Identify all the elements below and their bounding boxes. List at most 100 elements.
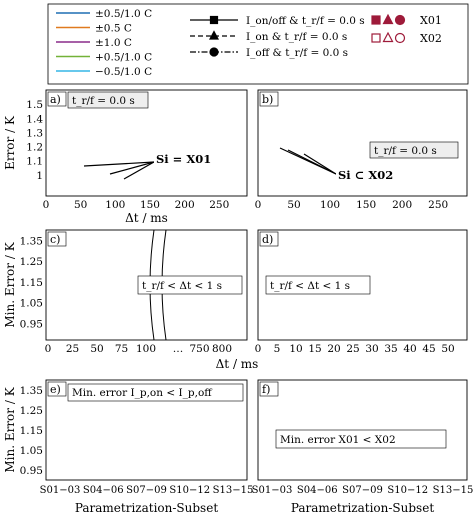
x-tick-label: 30 (365, 343, 378, 355)
legend-marker-label: I_on & t_r/f = 0.0 s (246, 31, 347, 43)
x-tick-label: 0 (255, 343, 262, 355)
category-label: S10−12 (387, 485, 428, 496)
panel-label: c) (50, 233, 60, 246)
x-tick-label: 250 (428, 199, 448, 211)
panel-label-box (259, 381, 279, 397)
legend-x02-marker (394, 32, 406, 44)
category-label: S13−15 (213, 485, 254, 496)
legend-series-label: +0.5/1.0 C (95, 52, 152, 64)
y-tick-label: 1.35 (20, 235, 43, 247)
x-tick-label: 45 (422, 343, 435, 355)
x-tick-label: … (173, 343, 184, 355)
panel-label-box (259, 231, 279, 247)
y-tick-label: 0.95 (20, 318, 43, 330)
y-tick-label: 1.4 (26, 113, 43, 125)
y-tick-label: 1.05 (20, 298, 43, 310)
x-tick-label: 50 (287, 199, 300, 211)
x-tick-label: 0 (43, 199, 50, 211)
legend-x02-label: X02 (420, 32, 442, 45)
range-box (137, 275, 243, 295)
x-tick-label: 0 (255, 199, 262, 211)
panel-label: a) (50, 93, 61, 106)
x-tick-label: 50 (90, 343, 103, 355)
legend-marker-label: I_off & t_r/f = 0.0 s (246, 47, 348, 59)
category-label: S01−03 (40, 485, 81, 496)
x-tick-label: 100 (320, 199, 340, 211)
note-box (67, 383, 244, 402)
callout-line (279, 147, 337, 175)
y-axis-label-c: Min. Error / K (3, 241, 17, 327)
x-tick-label: 10 (289, 343, 302, 355)
x-tick-label: 100 (136, 343, 156, 355)
callout-bg (336, 166, 398, 183)
category-label: S01−03 (252, 485, 293, 496)
category-label: S07−09 (342, 485, 383, 496)
callout-line (123, 161, 155, 180)
range-label: t_r/f < Δt < 1 s (142, 280, 222, 292)
range-box (265, 275, 371, 295)
y-tick-label: 1.3 (26, 127, 43, 139)
y-axis-label-a: Error / K (3, 115, 17, 170)
x-tick-label: 250 (209, 199, 229, 211)
x-axis-label-f: Parametrization-Subset (291, 501, 434, 515)
panel-label: b) (262, 93, 273, 106)
x-tick-label: 15 (308, 343, 321, 355)
y-tick-label: 1 (36, 170, 43, 182)
legend: ±0.5/1.0 C ±0.5 C ±1.0 C +0.5/1.0 C −0.5/1.0… (47, 3, 469, 85)
si-x02-label: Si ⊂ X02 (338, 168, 393, 182)
x-tick-label: 100 (105, 199, 125, 211)
category-label: S07−09 (126, 485, 167, 496)
y-tick-label: 1.1 (26, 156, 43, 168)
trf-label: t_r/f = 0.0 s (72, 95, 135, 107)
legend-x01-marker (394, 14, 406, 26)
panel-b: 0 50 100 150 200 250 b) t_r/f = 0.0 s Si ⊂ X02 (255, 89, 468, 211)
legend-x02-marker (371, 33, 381, 43)
x-tick-label: 35 (384, 343, 397, 355)
x-tick-label: 20 (327, 343, 340, 355)
legend-x02-marker (382, 31, 394, 43)
x-tick-label: 200 (392, 199, 412, 211)
legend-marker (209, 15, 219, 25)
y-tick-label: 1.2 (26, 142, 43, 154)
category-label: S04−06 (297, 485, 338, 496)
x-tick-label: 150 (356, 199, 376, 211)
panel-label-box (47, 231, 67, 247)
x-tick-label: 40 (403, 343, 416, 355)
legend-marker-label: I_on/off & t_r/f = 0.0 s (246, 15, 365, 27)
x-tick-label: 200 (175, 199, 195, 211)
legend-x01-marker (382, 13, 394, 25)
panel-f: S01−03 S04−06 S07−09 S10−12 S13−15 f) Min. err… (252, 379, 474, 515)
callout-bg (154, 150, 214, 167)
note-e-label: Min. error I_p,on < I_p,off (72, 387, 213, 399)
panel-d: 0 5 10 15 20 25 30 35 40 45 50 d) t_r/f < Δt < 1 s (255, 229, 468, 355)
x-tick-label: 800 (212, 343, 232, 355)
x-tick-label: 25 (346, 343, 359, 355)
y-tick-label: 1.25 (20, 405, 43, 417)
panel-label: f) (262, 383, 270, 396)
callout-line (109, 161, 155, 175)
y-tick-label: 1.15 (20, 425, 43, 437)
legend-marker (209, 30, 219, 40)
x-tick-label: 25 (66, 343, 79, 355)
x-tick-label: 750 (189, 343, 209, 355)
category-label: S13−15 (433, 485, 474, 496)
y-tick-label: 1.25 (20, 256, 43, 268)
legend-series-label: ±1.0 C (95, 37, 132, 49)
x-tick-label: 0 (45, 343, 52, 355)
trf-label: t_r/f = 0.0 s (374, 145, 437, 157)
panel-c: 0 25 50 75 100 … 750 800 0.95 1.05 1.15 1.25 1.35 c) t… (3, 229, 248, 355)
panel-label: e) (50, 383, 61, 396)
panel-label: d) (262, 233, 273, 246)
category-label: S10−12 (169, 485, 210, 496)
y-axis-label-e: Min. Error / K (3, 386, 17, 472)
legend-x01-label: X01 (420, 14, 442, 27)
legend-marker (209, 47, 219, 57)
panel-label-box (47, 91, 67, 107)
trf-box (67, 91, 149, 109)
x-axis-label-e: Parametrization-Subset (75, 501, 218, 515)
panel-a: 0 50 100 150 200 250 1 1.1 1.2 1.3 1.4 1.5 a) t_r/f =… (3, 89, 248, 225)
x-axis-label-a: Δt / ms (125, 211, 168, 225)
y-tick-label: 1.05 (20, 445, 43, 457)
